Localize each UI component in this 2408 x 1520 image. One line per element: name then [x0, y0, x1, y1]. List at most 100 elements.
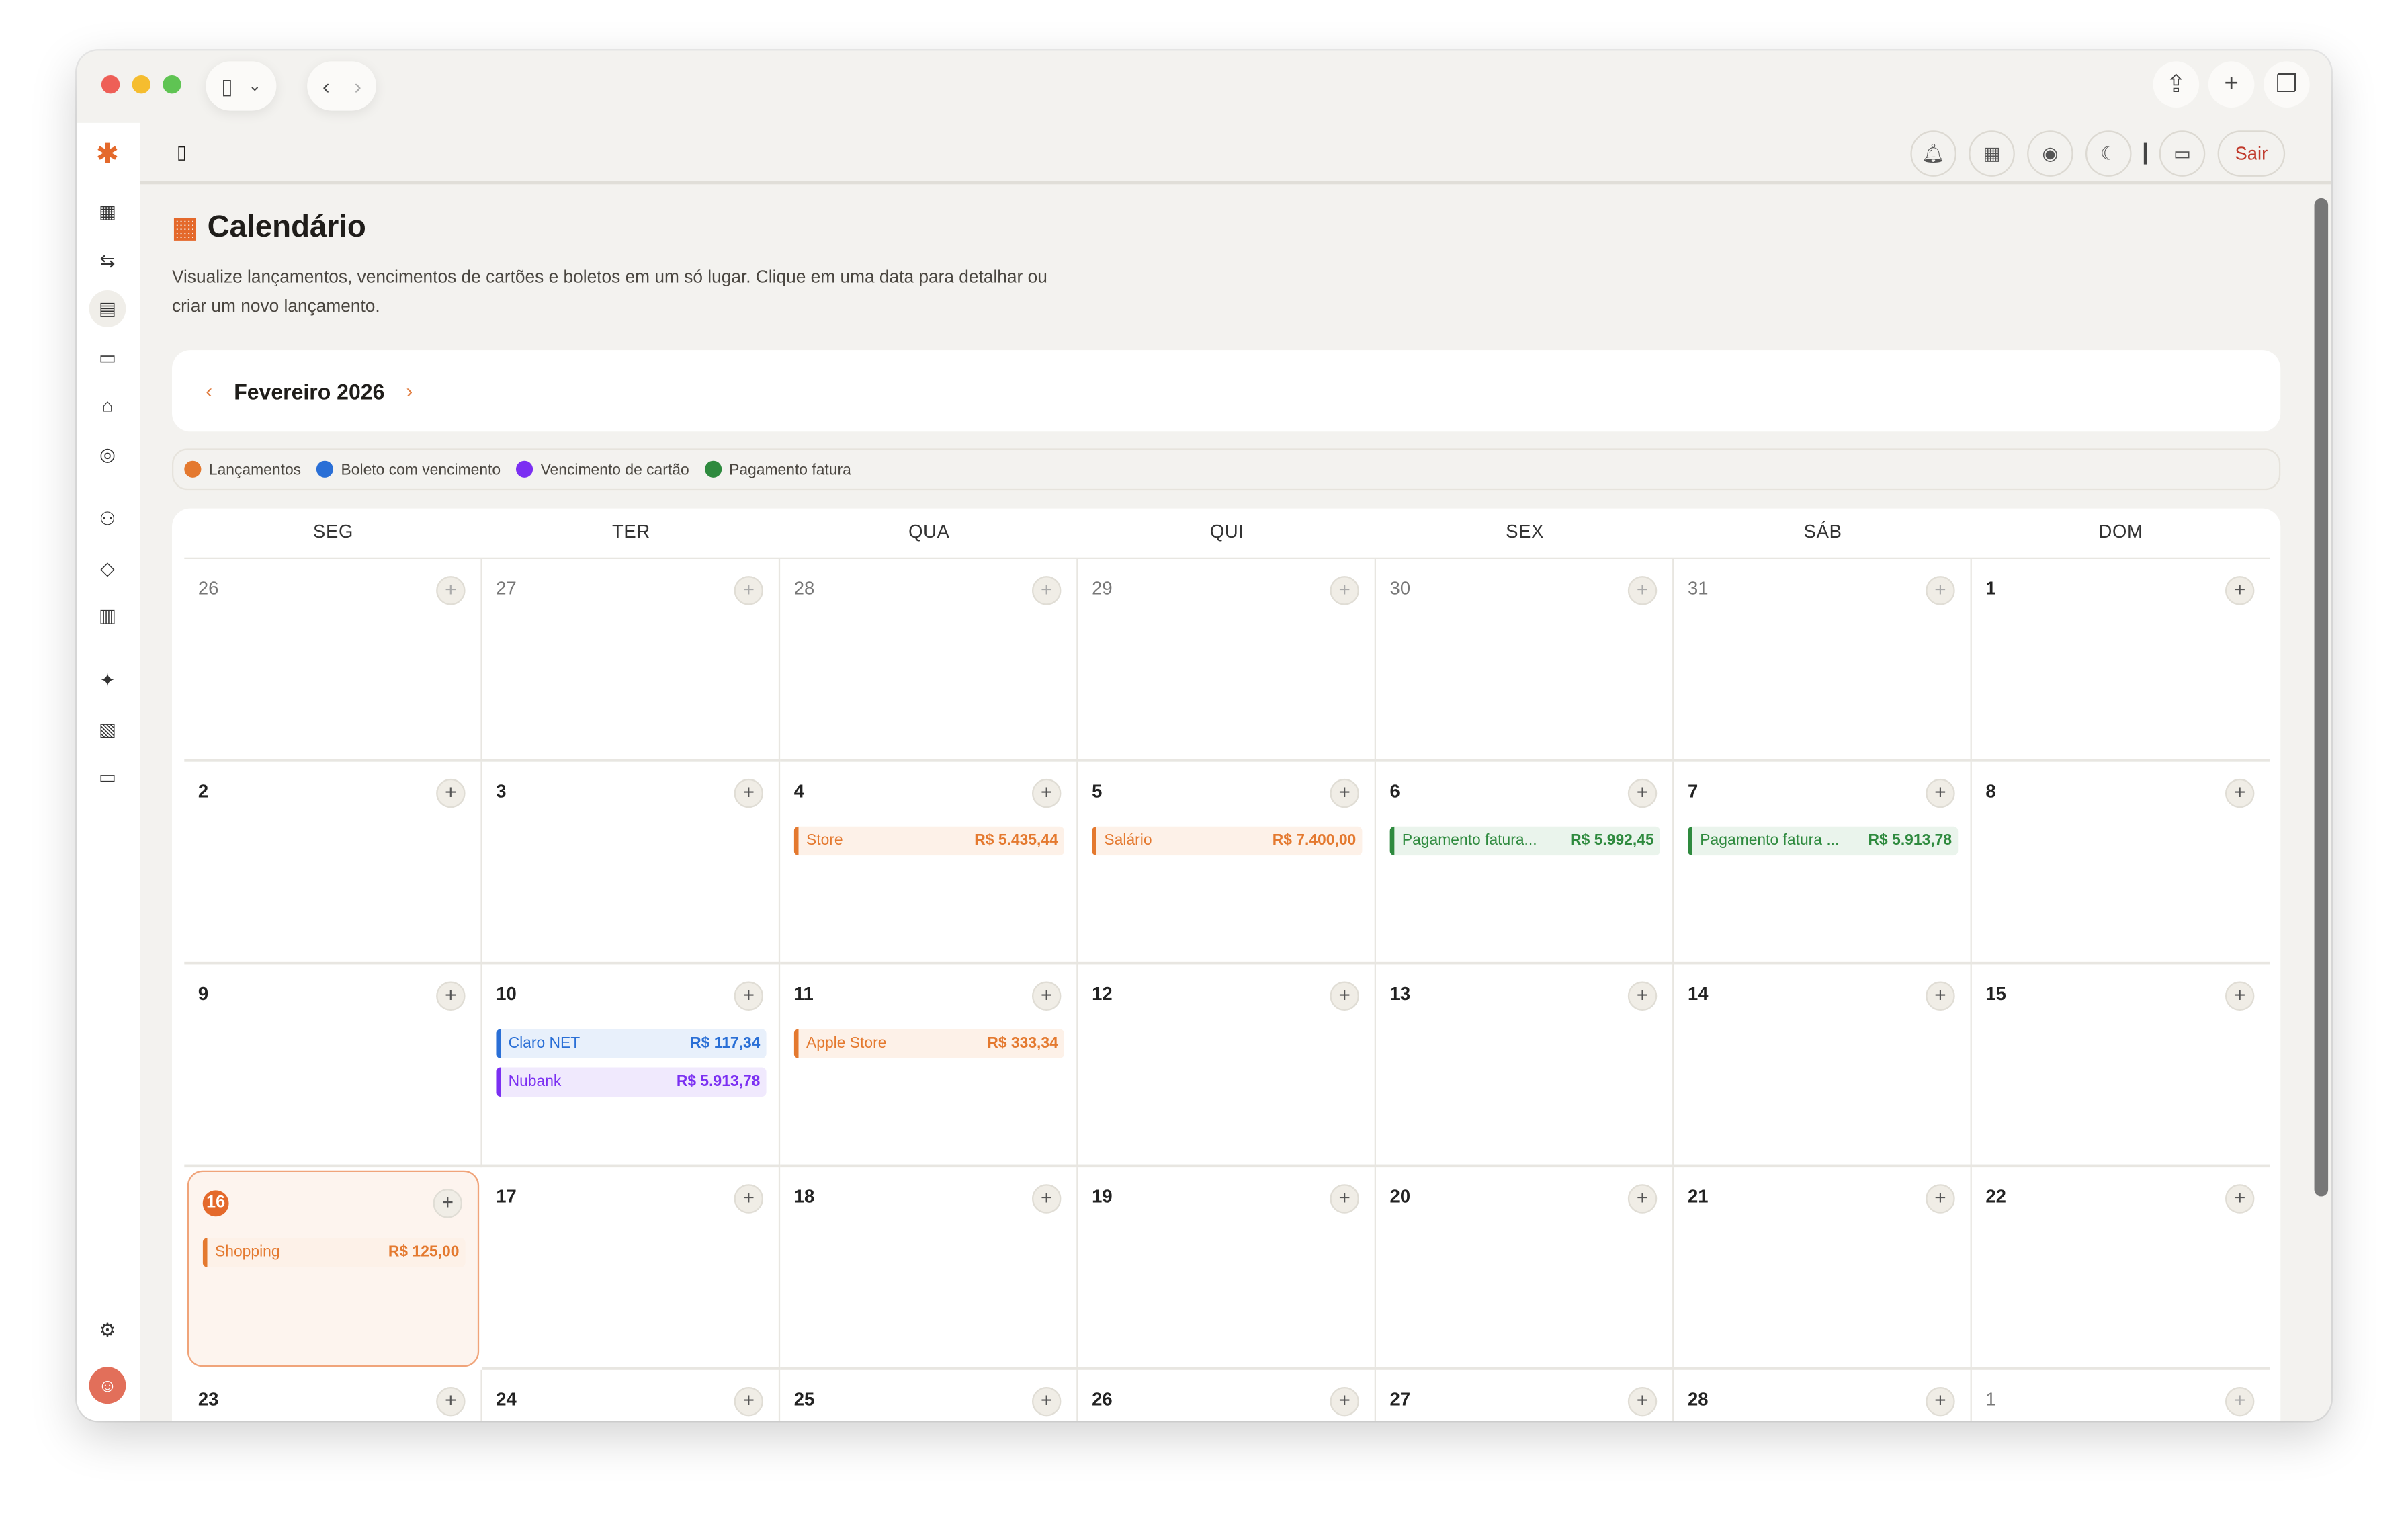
dashboard-icon[interactable]: ▦ — [99, 201, 116, 223]
add-event-button[interactable]: + — [2225, 576, 2255, 605]
add-event-button[interactable]: + — [1031, 1184, 1062, 1214]
share-icon[interactable]: ⇪ — [2153, 61, 2200, 108]
day-cell[interactable]: 31 + — [1674, 558, 1972, 762]
add-event-button[interactable]: + — [1031, 576, 1062, 605]
calculator-icon[interactable]: ▦ — [1969, 130, 2015, 177]
day-cell[interactable]: 1 + — [1971, 559, 2270, 762]
add-event-button[interactable]: + — [1330, 778, 1359, 808]
add-event-button[interactable]: + — [1627, 1386, 1658, 1417]
day-cell[interactable]: 17 + — [482, 1167, 781, 1370]
notes-icon[interactable]: ▥ — [99, 605, 116, 627]
sidebar-toggle-button[interactable]: ▯ ⌄ — [206, 61, 277, 111]
day-cell[interactable]: 3 + — [482, 761, 781, 965]
add-event-button[interactable]: + — [1926, 981, 1955, 1011]
event-chip[interactable]: Nubank R$ 5.913,78 — [496, 1067, 767, 1097]
tag-icon[interactable]: ◇ — [100, 557, 115, 579]
add-event-button[interactable]: + — [734, 576, 763, 605]
chat-icon[interactable]: ▭ — [2159, 130, 2206, 177]
day-cell[interactable]: 13 + — [1375, 964, 1674, 1168]
add-event-button[interactable]: + — [1926, 778, 1955, 808]
add-event-button[interactable]: + — [2225, 778, 2255, 808]
close-button[interactable] — [101, 75, 120, 94]
day-cell[interactable]: 28 + — [780, 558, 1078, 762]
panel-toggle-icon[interactable]: ▯ — [176, 141, 187, 163]
card-alt-icon[interactable]: ▭ — [99, 766, 116, 788]
add-event-button[interactable]: + — [436, 981, 466, 1011]
day-cell[interactable]: 5 + Salário R$ 7.400,00 — [1078, 761, 1376, 965]
prev-month-button[interactable]: ‹ — [206, 379, 213, 403]
add-event-button[interactable]: + — [1031, 981, 1062, 1011]
back-icon[interactable]: ‹ — [322, 73, 330, 99]
ai-sparkles-icon[interactable]: ✦ — [99, 669, 116, 691]
add-event-button[interactable]: + — [2225, 981, 2255, 1011]
avatar[interactable]: ☺ — [89, 1367, 126, 1404]
event-chip[interactable]: Shopping R$ 125,00 — [202, 1238, 466, 1267]
day-cell[interactable]: 28 + — [1674, 1369, 1972, 1421]
day-cell[interactable]: 27 + — [1376, 1369, 1674, 1421]
add-event-button[interactable]: + — [436, 778, 466, 808]
add-event-button[interactable]: + — [1330, 981, 1359, 1011]
minimize-button[interactable] — [132, 75, 150, 94]
day-cell[interactable]: 19 + — [1078, 1167, 1376, 1370]
day-cell[interactable]: 9 + — [184, 964, 482, 1168]
next-month-button[interactable]: › — [406, 379, 413, 403]
add-event-button[interactable]: + — [2225, 1386, 2255, 1417]
add-event-button[interactable]: + — [436, 576, 466, 605]
add-event-button[interactable]: + — [1926, 1386, 1955, 1417]
add-event-button[interactable]: + — [1330, 1386, 1359, 1417]
reports-icon[interactable]: ▧ — [99, 718, 116, 741]
new-tab-icon[interactable]: + — [2208, 61, 2255, 108]
add-event-button[interactable]: + — [1330, 576, 1359, 605]
day-cell[interactable]: 10 + Claro NET R$ 117,34 Nubank R$ 5.913,78 — [482, 964, 781, 1168]
day-cell[interactable]: 30 + — [1375, 558, 1674, 762]
add-event-button[interactable]: + — [1330, 1184, 1359, 1214]
event-chip[interactable]: Salário R$ 7.400,00 — [1092, 826, 1363, 856]
day-cell[interactable]: 4 + Store R$ 5.435,44 — [780, 761, 1078, 965]
add-event-button[interactable]: + — [1031, 778, 1062, 808]
people-icon[interactable]: ⚇ — [99, 508, 116, 530]
add-event-button[interactable]: + — [734, 778, 763, 808]
settings-icon[interactable]: ⚙ — [99, 1319, 116, 1341]
day-cell[interactable]: 14 + — [1674, 964, 1972, 1168]
forward-icon[interactable]: › — [354, 73, 361, 99]
bell-icon[interactable]: 🔔︎ — [1910, 130, 1956, 177]
day-cell[interactable]: 24 + — [482, 1369, 781, 1421]
maximize-button[interactable] — [163, 75, 181, 94]
logo-icon[interactable]: ✱ — [95, 137, 120, 169]
add-event-button[interactable]: + — [1627, 981, 1658, 1011]
eye-icon[interactable]: ◉ — [2027, 130, 2073, 177]
add-event-button[interactable]: + — [734, 1386, 763, 1417]
tabs-icon[interactable]: ❐ — [2264, 61, 2310, 108]
event-chip[interactable]: Apple Store R$ 333,34 — [793, 1029, 1064, 1058]
day-cell[interactable]: 21 + — [1674, 1167, 1972, 1370]
add-event-button[interactable]: + — [1627, 778, 1658, 808]
calendar-icon[interactable]: ▤ — [89, 290, 126, 327]
day-cell[interactable]: 7 + Pagamento fatura ... R$ 5.913,78 — [1674, 761, 1972, 965]
event-chip[interactable]: Pagamento fatura ... R$ 5.913,78 — [1687, 826, 1959, 856]
add-event-button[interactable]: + — [1627, 1184, 1658, 1214]
day-cell[interactable]: 18 + — [780, 1167, 1078, 1370]
add-event-button[interactable]: + — [436, 1386, 466, 1417]
day-cell[interactable]: 11 + Apple Store R$ 333,34 — [780, 964, 1078, 1168]
day-cell[interactable]: 26 + — [184, 558, 482, 762]
day-cell[interactable]: 15 + — [1971, 964, 2270, 1168]
add-event-button[interactable]: + — [1926, 576, 1955, 605]
day-cell[interactable]: 22 + — [1971, 1167, 2270, 1370]
add-event-button[interactable]: + — [734, 1184, 763, 1214]
day-cell[interactable]: 25 + — [780, 1369, 1078, 1421]
day-cell[interactable]: 26 + — [1078, 1369, 1376, 1421]
add-event-button[interactable]: + — [1031, 1386, 1062, 1417]
day-cell[interactable]: 27 + — [482, 558, 781, 762]
day-cell[interactable]: 23 + — [184, 1369, 482, 1421]
add-event-button[interactable]: + — [734, 981, 763, 1011]
day-cell[interactable]: 8 + — [1971, 762, 2270, 965]
transactions-icon[interactable]: ⇆ — [99, 250, 116, 272]
day-cell[interactable]: 6 + Pagamento fatura... R$ 5.992,45 — [1375, 761, 1674, 965]
day-cell[interactable]: 2 + — [184, 761, 482, 965]
moon-icon[interactable]: ☾ — [2085, 130, 2132, 177]
event-chip[interactable]: Store R$ 5.435,44 — [793, 826, 1064, 856]
day-cell[interactable]: 29 + — [1078, 558, 1376, 762]
goals-icon[interactable]: ◎ — [99, 444, 116, 466]
add-event-button[interactable]: + — [433, 1189, 462, 1218]
day-cell[interactable]: 1 + — [1972, 1370, 2270, 1421]
